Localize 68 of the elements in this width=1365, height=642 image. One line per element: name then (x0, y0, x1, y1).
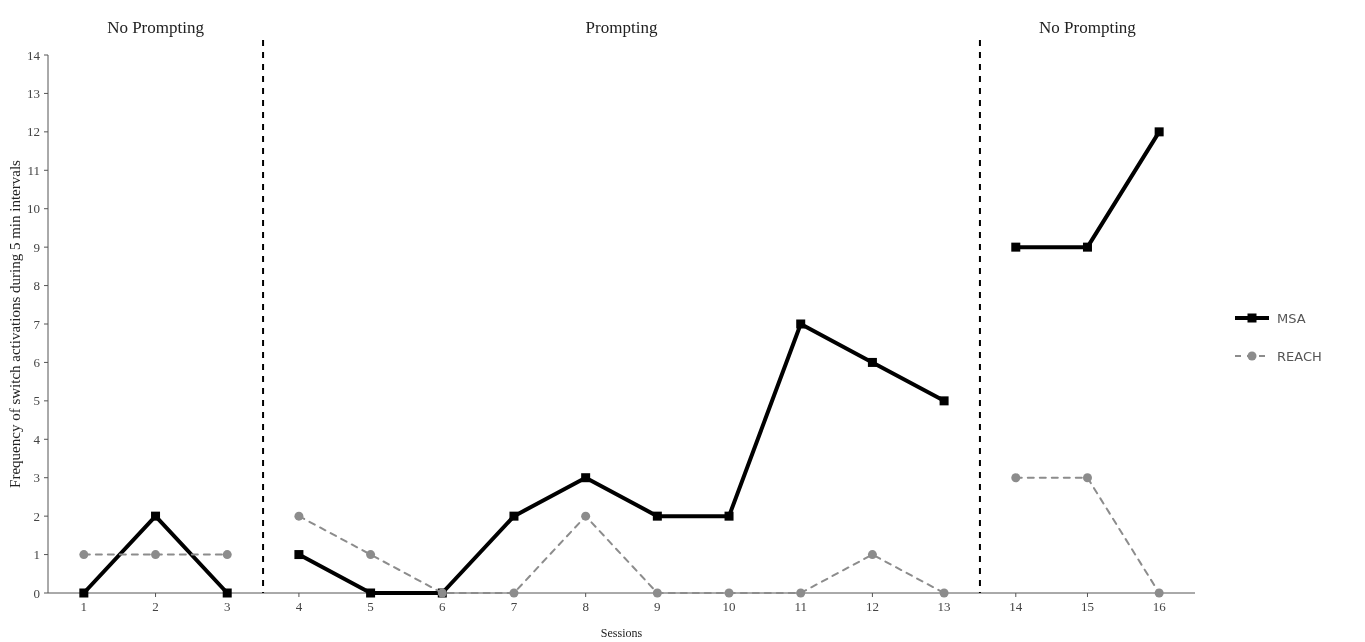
y-axis-title: Frequency of switch activations during 5 min intervals (7, 159, 23, 488)
y-tick-label: 8 (33, 278, 40, 294)
point (652, 588, 662, 598)
point (509, 588, 519, 598)
point (1154, 588, 1164, 598)
point (867, 357, 877, 367)
point (222, 550, 232, 560)
text: Prompting (585, 18, 658, 37)
x-tick-label: 13 (937, 599, 951, 614)
text: No Prompting (1039, 18, 1137, 37)
y-tick-label: 14 (27, 47, 41, 63)
point (796, 319, 806, 329)
legend-label: REACH (1277, 348, 1322, 364)
point (724, 511, 734, 521)
y-tick-label: 12 (27, 124, 40, 140)
point (652, 511, 662, 521)
point (222, 588, 232, 598)
x-tick-label: 6 (439, 599, 447, 614)
y-tick-label: 11 (27, 162, 40, 178)
point (724, 588, 734, 598)
x-tick-label: 3 (223, 599, 231, 614)
point (294, 550, 304, 560)
x-tick-label: 2 (152, 599, 159, 614)
x-tick-label: 10 (722, 599, 736, 614)
point (294, 511, 304, 521)
point (867, 550, 877, 560)
y-tick-label: 5 (33, 393, 40, 409)
y-tick-label: 6 (33, 354, 41, 370)
point (581, 473, 591, 483)
point (581, 511, 591, 521)
x-axis-title: Sessions (600, 626, 643, 640)
point (79, 550, 89, 560)
point (151, 550, 161, 560)
y-tick-label: 4 (33, 431, 41, 447)
point (1154, 127, 1164, 137)
x-tick-label: 9 (654, 599, 661, 614)
x-tick-label: 5 (367, 599, 374, 614)
point (79, 588, 89, 598)
point (151, 511, 161, 521)
x-tick-label: 8 (582, 599, 589, 614)
point (796, 588, 806, 598)
x-tick-label: 1 (80, 599, 88, 614)
x-tick-label: 4 (295, 599, 303, 614)
y-tick-label: 3 (33, 470, 40, 486)
y-tick-label: 7 (33, 316, 41, 332)
point (1082, 473, 1092, 483)
point (509, 511, 519, 521)
x-tick-label: 14 (1009, 599, 1023, 614)
x-tick-label: 16 (1152, 599, 1167, 614)
y-tick-label: 9 (33, 239, 40, 255)
x-tick-label: 7 (510, 599, 518, 614)
point (939, 588, 949, 598)
text: No Prompting (107, 18, 205, 37)
y-tick-label: 13 (27, 85, 40, 101)
y-tick-label: 2 (33, 508, 40, 524)
y-tick-label: 1 (33, 547, 40, 563)
point (939, 396, 949, 406)
point (1011, 242, 1021, 252)
x-tick-label: 11 (794, 599, 807, 614)
point (366, 550, 376, 560)
x-tick-label: 15 (1080, 599, 1094, 614)
point (366, 588, 376, 598)
legend-label: MSA (1277, 310, 1306, 326)
x-tick-label: 12 (865, 599, 879, 614)
y-tick-label: 0 (33, 585, 40, 601)
point (1011, 473, 1021, 483)
y-tick-label: 10 (27, 201, 40, 217)
point (1082, 242, 1092, 252)
